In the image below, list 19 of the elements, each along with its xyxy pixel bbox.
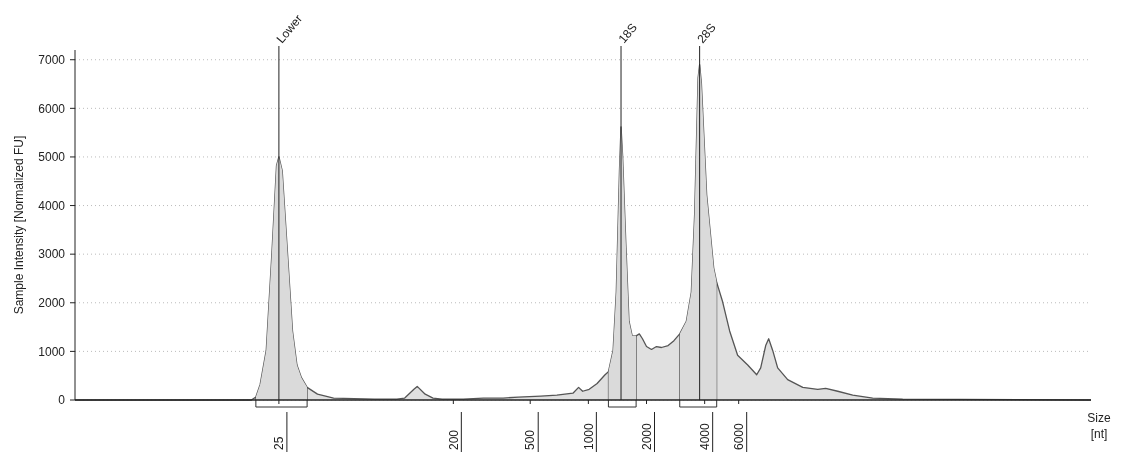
- y-axis-title: Sample Intensity [Normalized FU]: [12, 135, 26, 315]
- x-tick-label: 500: [523, 429, 538, 450]
- y-tick-label: 0: [58, 393, 66, 408]
- ref-line-label: 18S: [615, 20, 641, 46]
- y-tick-label: 6000: [38, 101, 66, 116]
- y-tick-label: 7000: [38, 52, 66, 67]
- y-tick-label: 2000: [38, 295, 66, 310]
- y-tick-label: 4000: [38, 198, 66, 213]
- y-tick-label: 5000: [38, 150, 66, 165]
- x-tick-label: 1000: [581, 422, 596, 450]
- y-tick-label: 3000: [38, 247, 66, 262]
- x-tick-label: 4000: [697, 422, 712, 450]
- x-tick-label: 25: [272, 436, 287, 450]
- x-tick-label: 2000: [639, 422, 654, 450]
- x-axis-title: Size [nt]: [1087, 411, 1111, 441]
- ref-line-label: 28S: [694, 20, 719, 46]
- x-tick-label: 6000: [731, 422, 746, 450]
- y-tick-label: 1000: [38, 344, 66, 359]
- x-tick-label: 200: [446, 429, 461, 450]
